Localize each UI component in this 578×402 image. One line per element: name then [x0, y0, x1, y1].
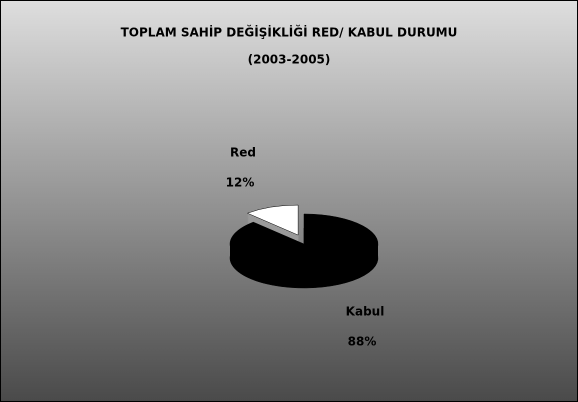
- slice-label: Kabul: [346, 305, 385, 319]
- pie-slice: [229, 213, 379, 275]
- pie-slice: [246, 204, 299, 236]
- slice-value-label: 88%: [348, 335, 377, 349]
- slice-value-label: 12%: [226, 176, 255, 190]
- chart-title: TOPLAM SAHİP DEĞİŞİKLİĞİ RED/ KABUL DURU…: [121, 25, 458, 40]
- chart-subtitle: (2003-2005): [248, 53, 331, 67]
- slice-label: Red: [230, 146, 256, 160]
